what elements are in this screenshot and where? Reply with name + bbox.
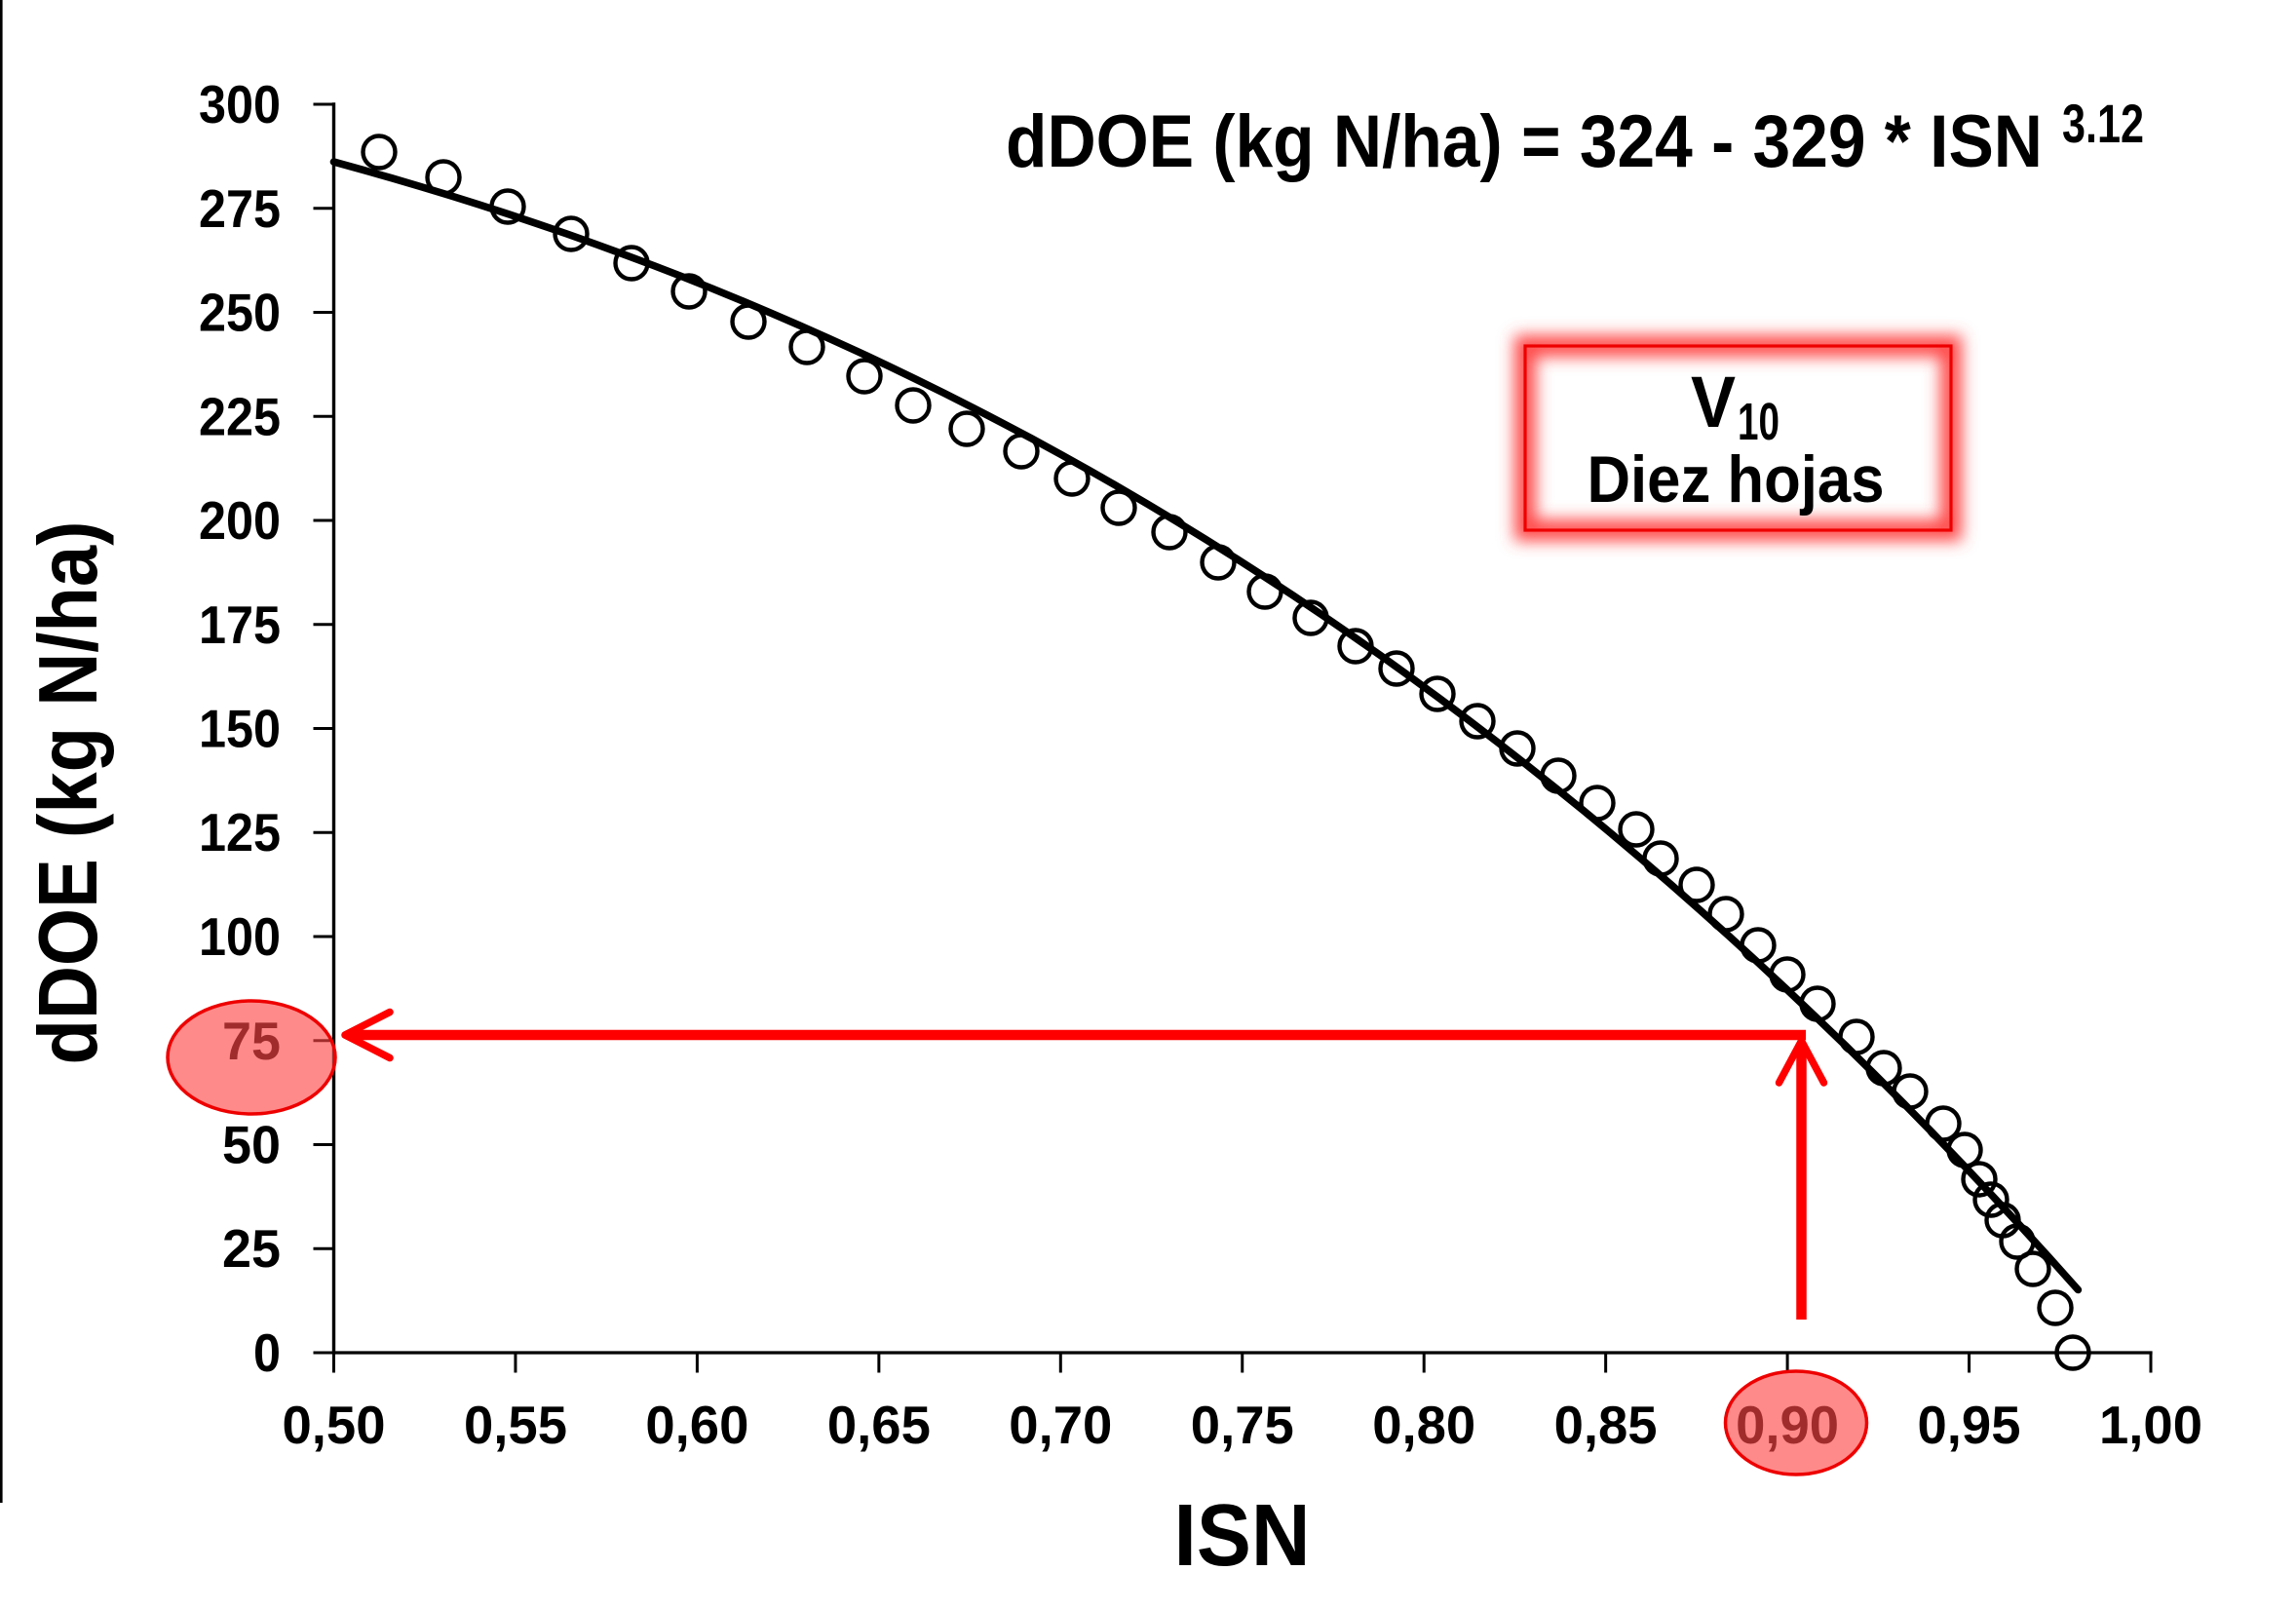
svg-text:ISN: ISN [1174,1487,1311,1585]
svg-text:0,70: 0,70 [1009,1395,1112,1455]
svg-text:0,65: 0,65 [827,1395,931,1455]
svg-text:200: 200 [199,490,281,551]
svg-text:0,75: 0,75 [1191,1395,1294,1455]
svg-text:25: 25 [222,1218,281,1279]
svg-text:0,60: 0,60 [645,1395,748,1455]
svg-text:175: 175 [199,594,281,655]
svg-text:50: 50 [222,1115,281,1175]
svg-text:0,80: 0,80 [1372,1395,1475,1455]
svg-text:0,50: 0,50 [283,1395,386,1455]
svg-text:300: 300 [199,74,281,134]
svg-text:225: 225 [199,386,281,446]
svg-text:dDOE (kg N/ha): dDOE (kg N/ha) [22,521,115,1065]
svg-text:V: V [1691,362,1736,442]
svg-text:10: 10 [1738,393,1779,451]
svg-text:3.12: 3.12 [2062,93,2144,154]
svg-text:Diez hojas: Diez hojas [1588,442,1885,517]
svg-text:125: 125 [199,802,281,862]
svg-text:dDOE (kg N/ha) = 324 - 329 * I: dDOE (kg N/ha) = 324 - 329 * ISN [1006,100,2043,183]
svg-text:1,00: 1,00 [2099,1395,2202,1455]
svg-text:0,95: 0,95 [1918,1395,2021,1455]
svg-text:0,55: 0,55 [464,1395,567,1455]
svg-text:0,85: 0,85 [1554,1395,1658,1455]
svg-text:150: 150 [199,699,281,759]
svg-text:0: 0 [253,1322,281,1383]
svg-text:275: 275 [199,178,281,239]
svg-text:250: 250 [199,283,281,343]
svg-text:100: 100 [199,906,281,967]
